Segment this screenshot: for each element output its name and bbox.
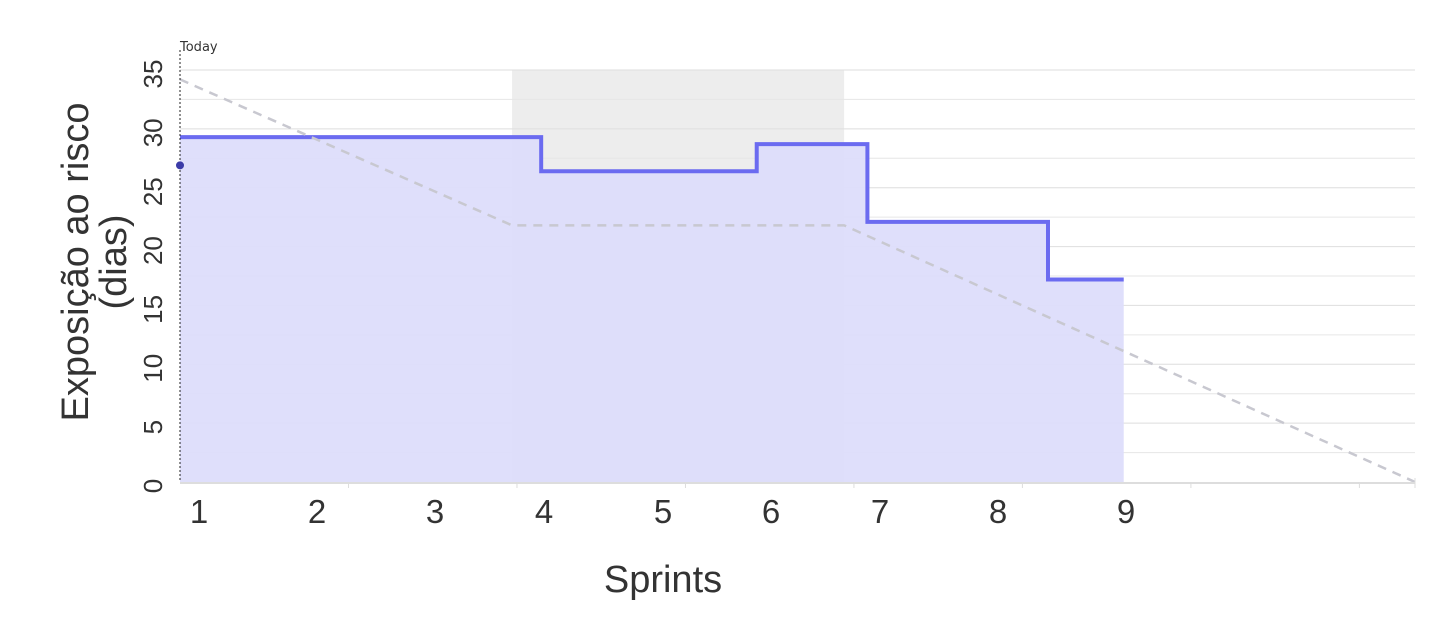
y-tick-label: 30	[138, 118, 168, 147]
x-tick-label: 7	[871, 493, 889, 530]
axes-layer	[176, 50, 1416, 488]
today-label: Today	[179, 40, 218, 55]
y-tick-label: 5	[138, 420, 168, 434]
lines-layer	[179, 78, 1416, 484]
risk-step-line	[180, 135, 1124, 282]
trend-dashed-line	[179, 78, 1416, 484]
y-tick-label: 25	[138, 177, 168, 206]
x-axis-title: Sprints	[604, 559, 722, 601]
area-layer	[180, 137, 1124, 482]
x-tick-label: 3	[426, 493, 444, 530]
x-tick-label: 1	[190, 493, 208, 530]
x-tick-label: 9	[1117, 493, 1135, 530]
today-marker-dot	[176, 161, 184, 170]
risk-area-fill	[180, 137, 1124, 482]
y-tick-label: 35	[138, 60, 168, 89]
y-tick-label: 15	[138, 295, 168, 324]
y-tick-label: 10	[138, 354, 168, 383]
labels-layer: Sprints Today Exposição ao risco (dias) …	[55, 40, 1135, 601]
y-axis-title-line-1: Exposição ao risco	[55, 103, 97, 422]
x-tick-label: 8	[989, 493, 1007, 530]
y-tick-label: 0	[138, 479, 168, 493]
x-tick-label: 2	[308, 493, 326, 530]
x-tick-label: 6	[762, 493, 780, 530]
x-tick-label: 4	[535, 493, 553, 530]
y-axis-title-line-2: (dias)	[93, 214, 135, 309]
x-tick-label: 5	[654, 493, 672, 530]
y-tick-label: 20	[138, 236, 168, 265]
